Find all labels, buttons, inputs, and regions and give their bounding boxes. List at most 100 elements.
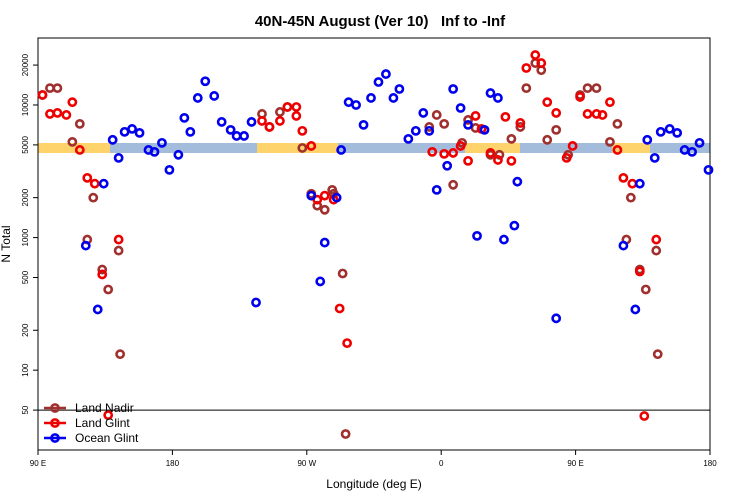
point <box>448 179 459 190</box>
point <box>97 264 108 275</box>
point <box>431 184 442 195</box>
point <box>319 237 330 248</box>
legend-marker <box>50 403 60 413</box>
point <box>424 122 435 132</box>
point <box>582 83 593 94</box>
point <box>642 134 653 145</box>
point <box>493 155 503 165</box>
point <box>479 124 490 135</box>
point <box>561 152 572 163</box>
legend-label: Land Nadir <box>75 401 134 415</box>
chart-title: 40N-45N August (Ver 10) Inf to -Inf <box>255 13 506 30</box>
point <box>179 113 190 123</box>
point <box>597 110 608 120</box>
point <box>291 102 302 112</box>
point <box>463 155 473 166</box>
point <box>649 152 660 163</box>
point <box>74 118 85 129</box>
point <box>88 192 99 203</box>
point <box>61 110 72 120</box>
point <box>634 266 645 277</box>
point <box>591 83 602 94</box>
point <box>493 93 503 103</box>
point <box>157 137 167 148</box>
point <box>52 108 63 118</box>
point <box>455 141 466 151</box>
point <box>342 338 353 349</box>
point <box>418 108 429 118</box>
point <box>92 304 103 315</box>
y-axis-label: N Total <box>0 225 13 262</box>
point <box>80 240 91 251</box>
point <box>282 102 293 112</box>
x-tick-label: 90 W <box>297 459 316 468</box>
point <box>427 146 438 157</box>
point <box>231 131 242 141</box>
point <box>634 178 645 189</box>
point <box>455 103 466 113</box>
x-axis-label: Longitude (deg E) <box>326 477 421 491</box>
point <box>98 178 109 189</box>
point <box>618 172 629 183</box>
point <box>209 91 220 101</box>
point <box>264 122 275 132</box>
point <box>257 116 267 126</box>
point <box>67 136 78 147</box>
point <box>343 97 354 108</box>
x-tick-label: 90 E <box>30 459 46 468</box>
y-tick-label: 2000 <box>21 188 30 206</box>
y-tick-label: 5000 <box>21 135 30 153</box>
point <box>388 93 399 103</box>
point <box>612 145 623 155</box>
point <box>630 304 641 315</box>
legend-label: Land Glint <box>75 416 130 430</box>
point <box>703 164 714 175</box>
point <box>627 178 638 189</box>
point <box>366 93 376 103</box>
point <box>618 240 629 251</box>
legend-marker <box>50 418 60 428</box>
point <box>500 112 511 122</box>
point <box>439 118 450 129</box>
point <box>340 429 351 439</box>
point <box>485 88 496 98</box>
point <box>381 69 391 79</box>
point <box>216 117 227 127</box>
point <box>200 76 211 87</box>
point <box>113 245 124 256</box>
point <box>463 119 473 130</box>
point <box>358 119 369 130</box>
y-tick-label: 500 <box>21 270 30 284</box>
point <box>97 269 108 280</box>
point <box>655 126 666 137</box>
point <box>246 117 257 127</box>
point <box>185 126 196 137</box>
point <box>291 111 302 121</box>
y-tick-label: 50 <box>21 405 30 414</box>
point <box>605 97 615 108</box>
point <box>664 124 675 134</box>
point <box>431 110 442 120</box>
x-tick-label: 0 <box>439 459 444 468</box>
point <box>551 108 562 118</box>
point <box>37 90 48 100</box>
y-tick-label: 1000 <box>21 228 30 246</box>
point <box>127 124 137 134</box>
point <box>439 148 450 159</box>
legend-label: Ocean Glint <box>75 431 139 445</box>
point <box>494 149 505 160</box>
point <box>640 284 651 295</box>
point <box>297 143 308 153</box>
x-tick-label: 180 <box>166 459 180 468</box>
point <box>52 83 63 94</box>
point <box>442 160 453 171</box>
point <box>306 141 317 151</box>
point <box>337 268 348 279</box>
point <box>67 97 78 108</box>
point <box>687 146 697 157</box>
point <box>499 234 509 245</box>
point <box>89 178 100 189</box>
point <box>251 297 261 308</box>
point <box>103 410 114 421</box>
